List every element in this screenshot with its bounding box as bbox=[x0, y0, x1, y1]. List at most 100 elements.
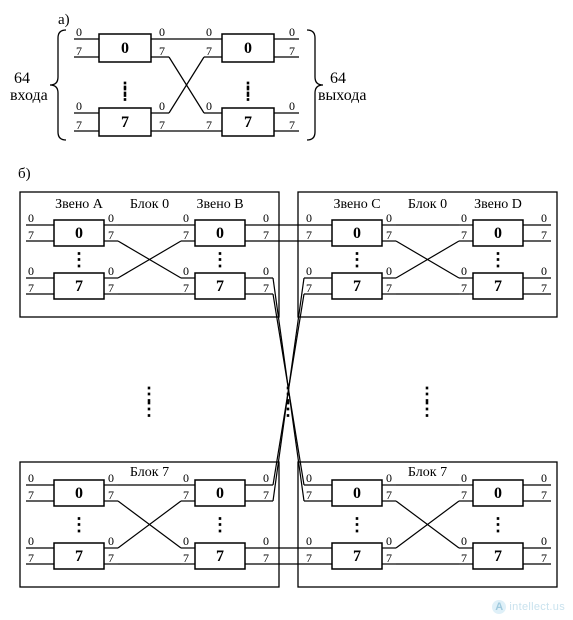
svg-text:7: 7 bbox=[306, 281, 312, 295]
svg-text:0: 0 bbox=[386, 264, 392, 278]
svg-text:0: 0 bbox=[183, 471, 189, 485]
svg-text:7: 7 bbox=[461, 228, 467, 242]
svg-text:⋮: ⋮ bbox=[489, 515, 507, 535]
svg-text:7: 7 bbox=[289, 44, 295, 58]
svg-text:⋮: ⋮ bbox=[140, 399, 158, 419]
svg-text:7: 7 bbox=[306, 228, 312, 242]
svg-text:7: 7 bbox=[108, 228, 114, 242]
svg-text:7: 7 bbox=[263, 551, 269, 565]
svg-text:0: 0 bbox=[108, 471, 114, 485]
svg-text:0: 0 bbox=[216, 485, 224, 502]
svg-text:7: 7 bbox=[159, 118, 165, 132]
svg-text:7: 7 bbox=[461, 551, 467, 565]
svg-text:7: 7 bbox=[289, 118, 295, 132]
svg-text:7: 7 bbox=[206, 44, 212, 58]
svg-text:0: 0 bbox=[386, 471, 392, 485]
svg-text:0: 0 bbox=[353, 485, 361, 502]
svg-text:0: 0 bbox=[289, 99, 295, 113]
svg-text:64: 64 bbox=[330, 70, 346, 87]
svg-text:0: 0 bbox=[461, 471, 467, 485]
svg-text:7: 7 bbox=[263, 488, 269, 502]
svg-text:Блок 0: Блок 0 bbox=[408, 197, 447, 212]
svg-text:7: 7 bbox=[75, 278, 83, 295]
svg-text:0: 0 bbox=[206, 25, 212, 39]
svg-text:7: 7 bbox=[541, 488, 547, 502]
svg-text:0: 0 bbox=[386, 211, 392, 225]
svg-text:⋮: ⋮ bbox=[489, 250, 507, 270]
svg-text:а): а) bbox=[58, 12, 70, 28]
svg-text:7: 7 bbox=[108, 488, 114, 502]
svg-text:⋮: ⋮ bbox=[70, 515, 88, 535]
svg-text:выхода: выхода bbox=[318, 87, 366, 104]
svg-text:7: 7 bbox=[183, 281, 189, 295]
svg-text:входа: входа bbox=[10, 87, 48, 104]
svg-text:0: 0 bbox=[494, 485, 502, 502]
svg-text:б): б) bbox=[18, 166, 31, 182]
svg-text:0: 0 bbox=[263, 211, 269, 225]
svg-text:7: 7 bbox=[28, 488, 34, 502]
svg-text:0: 0 bbox=[75, 225, 83, 242]
svg-text:7: 7 bbox=[183, 488, 189, 502]
watermark: Aintellect.us bbox=[492, 600, 565, 614]
svg-text:7: 7 bbox=[76, 118, 82, 132]
svg-text:0: 0 bbox=[183, 534, 189, 548]
svg-text:7: 7 bbox=[28, 281, 34, 295]
svg-text:0: 0 bbox=[263, 264, 269, 278]
svg-text:7: 7 bbox=[386, 551, 392, 565]
svg-text:0: 0 bbox=[306, 534, 312, 548]
svg-text:0: 0 bbox=[541, 264, 547, 278]
watermark-text: intellect.us bbox=[509, 601, 565, 613]
svg-text:Звено А: Звено А bbox=[55, 197, 104, 212]
svg-text:7: 7 bbox=[108, 281, 114, 295]
svg-text:7: 7 bbox=[461, 488, 467, 502]
svg-text:0: 0 bbox=[306, 471, 312, 485]
svg-text:7: 7 bbox=[461, 281, 467, 295]
svg-text:7: 7 bbox=[28, 228, 34, 242]
svg-text:7: 7 bbox=[75, 548, 83, 565]
svg-text:⋮: ⋮ bbox=[239, 83, 257, 103]
svg-text:0: 0 bbox=[386, 534, 392, 548]
svg-text:0: 0 bbox=[206, 99, 212, 113]
svg-text:7: 7 bbox=[244, 114, 252, 131]
svg-text:0: 0 bbox=[244, 40, 252, 57]
svg-text:7: 7 bbox=[541, 551, 547, 565]
svg-text:7: 7 bbox=[541, 228, 547, 242]
svg-text:7: 7 bbox=[206, 118, 212, 132]
svg-text:7: 7 bbox=[386, 228, 392, 242]
svg-text:7: 7 bbox=[541, 281, 547, 295]
svg-text:0: 0 bbox=[461, 534, 467, 548]
svg-text:7: 7 bbox=[386, 281, 392, 295]
svg-text:0: 0 bbox=[306, 264, 312, 278]
svg-text:7: 7 bbox=[263, 281, 269, 295]
svg-text:Блок 7: Блок 7 bbox=[130, 465, 169, 480]
svg-text:7: 7 bbox=[216, 278, 224, 295]
svg-text:Звено В: Звено В bbox=[196, 197, 243, 212]
svg-text:0: 0 bbox=[216, 225, 224, 242]
svg-text:7: 7 bbox=[306, 488, 312, 502]
svg-text:0: 0 bbox=[494, 225, 502, 242]
svg-text:0: 0 bbox=[263, 534, 269, 548]
svg-text:0: 0 bbox=[183, 264, 189, 278]
svg-text:7: 7 bbox=[386, 488, 392, 502]
svg-text:⋮: ⋮ bbox=[348, 515, 366, 535]
svg-text:0: 0 bbox=[263, 471, 269, 485]
svg-text:7: 7 bbox=[353, 548, 361, 565]
svg-text:0: 0 bbox=[159, 99, 165, 113]
svg-text:7: 7 bbox=[76, 44, 82, 58]
svg-text:⋮: ⋮ bbox=[211, 250, 229, 270]
svg-text:0: 0 bbox=[121, 40, 129, 57]
svg-text:7: 7 bbox=[306, 551, 312, 565]
svg-text:⋮: ⋮ bbox=[279, 399, 297, 419]
svg-text:7: 7 bbox=[108, 551, 114, 565]
svg-text:0: 0 bbox=[541, 471, 547, 485]
svg-text:0: 0 bbox=[108, 264, 114, 278]
svg-text:Блок 7: Блок 7 bbox=[408, 465, 447, 480]
svg-text:0: 0 bbox=[541, 534, 547, 548]
svg-text:7: 7 bbox=[159, 44, 165, 58]
svg-text:0: 0 bbox=[289, 25, 295, 39]
svg-text:Звено D: Звено D bbox=[474, 197, 522, 212]
svg-text:0: 0 bbox=[541, 211, 547, 225]
svg-text:7: 7 bbox=[216, 548, 224, 565]
svg-text:0: 0 bbox=[76, 25, 82, 39]
svg-text:0: 0 bbox=[108, 534, 114, 548]
